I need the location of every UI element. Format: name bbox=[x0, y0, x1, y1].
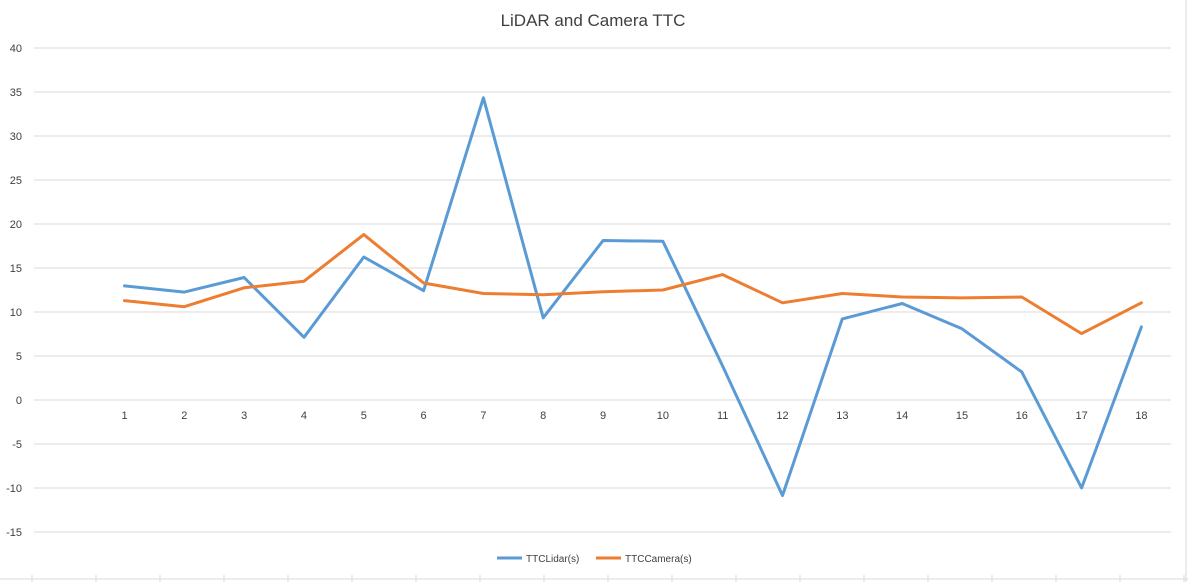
series-lines bbox=[123, 96, 1143, 497]
series-line-camera bbox=[123, 233, 1143, 336]
x-tick-label: 5 bbox=[361, 410, 367, 422]
x-tick-label: 18 bbox=[1135, 410, 1147, 422]
x-tick-label: 14 bbox=[896, 410, 908, 422]
y-tick-label: -15 bbox=[6, 527, 22, 539]
x-tick-label: 17 bbox=[1075, 410, 1087, 422]
x-tick-label: 16 bbox=[1016, 410, 1028, 422]
y-tick-label: 30 bbox=[10, 131, 22, 143]
y-tick-label: 40 bbox=[10, 43, 22, 55]
y-tick-label: -10 bbox=[6, 483, 22, 495]
x-tick-label: 13 bbox=[836, 410, 848, 422]
y-tick-label: 10 bbox=[10, 307, 22, 319]
x-tick-label: 2 bbox=[181, 410, 187, 422]
y-axis-ticks: 40 35 30 25 20 15 10 5 0 -5 -10 -15 bbox=[6, 43, 22, 539]
chart-title: LiDAR and Camera TTC bbox=[501, 11, 686, 30]
x-tick-label: 8 bbox=[540, 410, 546, 422]
legend-label: TTCLidar(s) bbox=[526, 554, 579, 565]
y-tick-label: 35 bbox=[10, 87, 22, 99]
x-tick-label: 4 bbox=[301, 410, 307, 422]
legend-label: TTCCamera(s) bbox=[625, 554, 692, 565]
legend: TTCLidar(s) TTCCamera(s) bbox=[497, 554, 692, 565]
x-tick-label: 10 bbox=[657, 410, 669, 422]
y-tick-label: 0 bbox=[16, 395, 22, 407]
y-tick-label: 15 bbox=[10, 263, 22, 275]
x-tick-label: 1 bbox=[121, 410, 127, 422]
x-tick-label: 15 bbox=[956, 410, 968, 422]
x-tick-label: 3 bbox=[241, 410, 247, 422]
x-tick-label: 6 bbox=[421, 410, 427, 422]
x-tick-label: 9 bbox=[600, 410, 606, 422]
gridlines bbox=[34, 47, 1171, 533]
x-axis-ticks: 1 2 3 4 5 6 7 8 9 10 11 12 13 14 15 16 17 18 bbox=[121, 410, 1147, 422]
series-line-lidar bbox=[123, 96, 1143, 497]
y-tick-label: -5 bbox=[12, 439, 22, 451]
x-tick-label: 12 bbox=[776, 410, 788, 422]
y-tick-label: 5 bbox=[16, 351, 22, 363]
x-tick-label: 11 bbox=[717, 410, 728, 422]
y-tick-label: 25 bbox=[10, 175, 22, 187]
y-tick-label: 20 bbox=[10, 219, 22, 231]
x-tick-label: 7 bbox=[480, 410, 486, 422]
